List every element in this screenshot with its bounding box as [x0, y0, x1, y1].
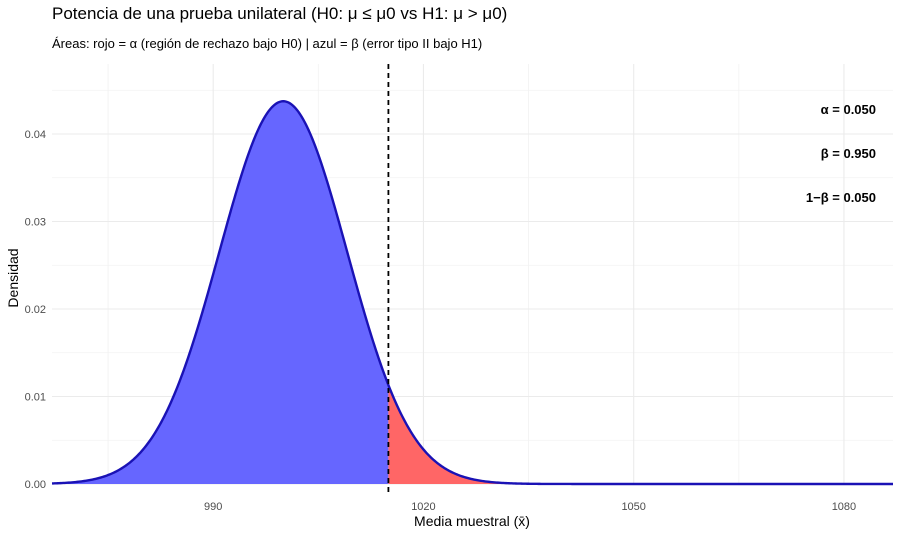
- density-curve: [51, 100, 893, 486]
- area-layer: [52, 101, 893, 484]
- alpha-area: [388, 385, 893, 484]
- y-tick-label: 0.03: [25, 217, 46, 229]
- annotation-label: α = 0.050: [821, 102, 876, 117]
- x-tick-label: 1050: [621, 501, 645, 513]
- beta-area: [52, 101, 389, 484]
- y-tick-label: 0.04: [25, 129, 46, 141]
- x-tick-label: 1020: [411, 501, 435, 513]
- chart-subtitle: Áreas: rojo = α (región de rechazo bajo …: [52, 36, 483, 51]
- y-tick-label: 0.02: [25, 304, 46, 316]
- x-tick-label: 990: [204, 501, 222, 513]
- x-tick-labels: 990 1020 1050 1080: [204, 501, 856, 513]
- x-tick-label: 1080: [832, 501, 856, 513]
- y-tick-label: 0.00: [25, 479, 46, 491]
- annotation-label: β = 0.950: [821, 146, 876, 161]
- y-axis-title: Densidad: [5, 248, 21, 307]
- y-tick-labels: 0.00 0.01 0.02 0.03 0.04: [25, 129, 46, 491]
- y-tick-label: 0.01: [25, 392, 46, 404]
- annotation-layer: α = 0.050 β = 0.950 1−β = 0.050: [806, 102, 876, 205]
- annotation-label: 1−β = 0.050: [806, 190, 876, 205]
- curve-layer: [51, 64, 893, 494]
- x-axis-title: Media muestral (x̄): [414, 513, 530, 529]
- chart-title: Potencia de una prueba unilateral (H0: μ…: [52, 4, 508, 23]
